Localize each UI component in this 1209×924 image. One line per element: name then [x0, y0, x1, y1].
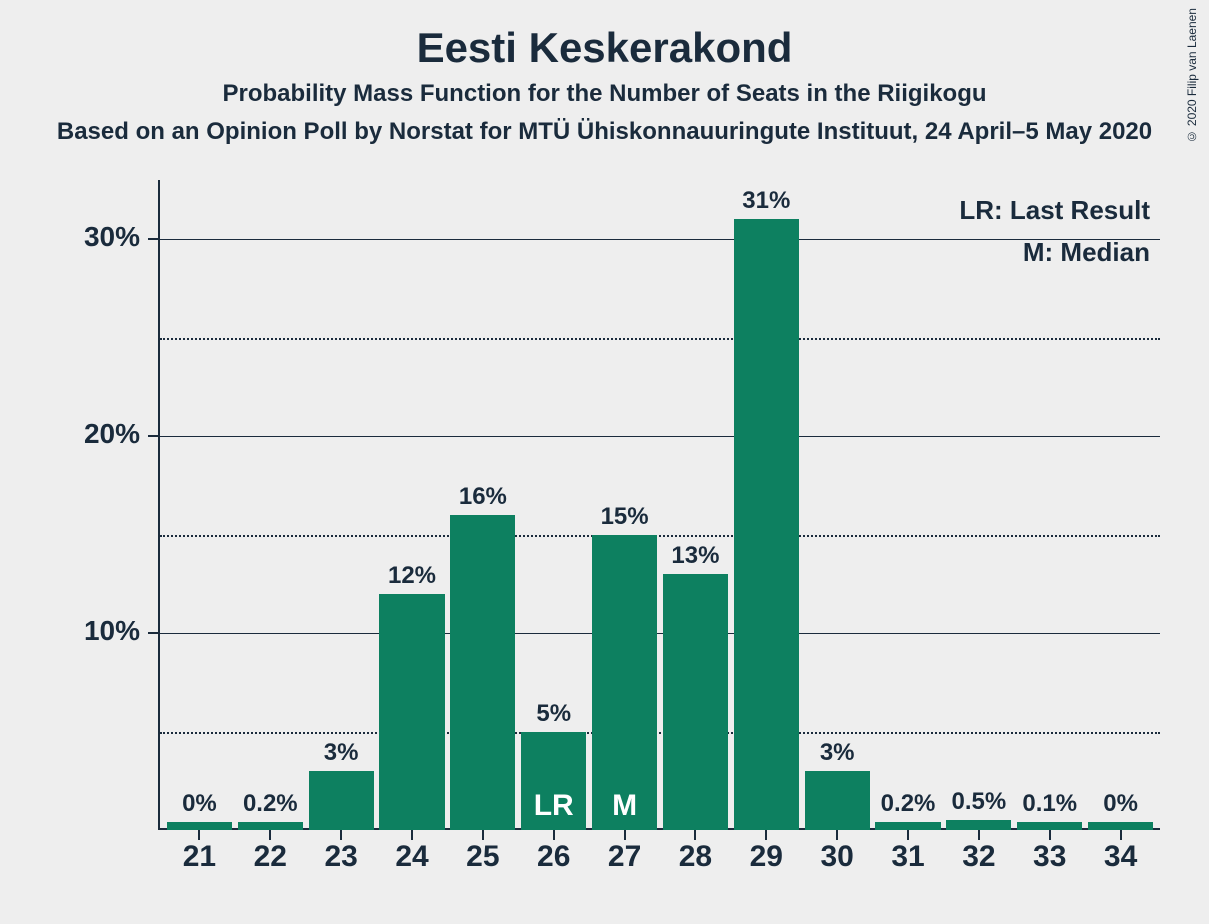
y-tick	[148, 435, 160, 437]
x-tick	[1049, 830, 1051, 840]
x-axis-label: 29	[731, 840, 802, 874]
bar-column: 5% LR	[518, 180, 589, 830]
bar-column: 16%	[447, 180, 518, 830]
x-axis-labels: 2122232425262728293031323334	[160, 840, 1160, 874]
bar	[805, 771, 870, 830]
y-axis-label: 20%	[40, 418, 140, 450]
x-axis-label: 24	[377, 840, 448, 874]
y-axis-label: 30%	[40, 221, 140, 253]
bar-value-label: 0.2%	[243, 790, 298, 818]
bar	[379, 594, 444, 830]
x-tick	[411, 830, 413, 840]
bar	[309, 771, 374, 830]
chart-title: Eesti Keskerakond	[0, 0, 1209, 72]
bar-value-label: 16%	[459, 483, 507, 511]
bar	[1017, 822, 1082, 830]
x-tick	[765, 830, 767, 840]
x-tick	[836, 830, 838, 840]
x-axis-label: 22	[235, 840, 306, 874]
x-tick	[482, 830, 484, 840]
x-tick	[553, 830, 555, 840]
bar-value-label: 31%	[742, 187, 790, 215]
bar	[1088, 822, 1153, 830]
bar-column: 13%	[660, 180, 731, 830]
bar-value-label: 3%	[820, 739, 855, 767]
bar-column: 31%	[731, 180, 802, 830]
y-axis-label: 10%	[40, 615, 140, 647]
bar-value-label: 5%	[536, 700, 571, 728]
x-tick	[624, 830, 626, 840]
x-axis-label: 33	[1014, 840, 1085, 874]
bar	[946, 820, 1011, 830]
x-tick	[269, 830, 271, 840]
x-tick	[198, 830, 200, 840]
bar-value-label: 0.5%	[952, 788, 1007, 816]
bar-value-label: 12%	[388, 562, 436, 590]
x-tick	[340, 830, 342, 840]
x-tick	[694, 830, 696, 840]
bar-column: 0.1%	[1014, 180, 1085, 830]
bar-column: 0.5%	[943, 180, 1014, 830]
x-axis-label: 27	[589, 840, 660, 874]
chart-subtitle: Probability Mass Function for the Number…	[0, 80, 1209, 108]
copyright-text: © 2020 Filip van Laenen	[1185, 8, 1199, 143]
bar	[450, 515, 515, 830]
y-tick	[148, 238, 160, 240]
chart-source: Based on an Opinion Poll by Norstat for …	[0, 118, 1209, 146]
bar-value-label: 13%	[671, 542, 719, 570]
x-tick	[907, 830, 909, 840]
bar-value-label: 0%	[1103, 790, 1138, 818]
bar-column: 0%	[1085, 180, 1156, 830]
marker-last-result: LR	[534, 789, 574, 822]
x-axis-label: 26	[518, 840, 589, 874]
bar-value-label: 0.2%	[881, 790, 936, 818]
bar: M	[592, 535, 657, 830]
bar	[663, 574, 728, 830]
x-axis-label: 32	[943, 840, 1014, 874]
x-axis-label: 34	[1085, 840, 1156, 874]
bar-column: 12%	[377, 180, 448, 830]
x-tick	[978, 830, 980, 840]
bar-column: 15% M	[589, 180, 660, 830]
bar	[238, 822, 303, 830]
x-axis-label: 23	[306, 840, 377, 874]
bar-value-label: 3%	[324, 739, 359, 767]
bar: LR	[521, 732, 586, 830]
bar-column: 0.2%	[873, 180, 944, 830]
x-axis-label: 21	[164, 840, 235, 874]
bar	[167, 822, 232, 830]
bar-column: 3%	[306, 180, 377, 830]
x-axis-label: 31	[873, 840, 944, 874]
bar-column: 3%	[802, 180, 873, 830]
x-axis-label: 28	[660, 840, 731, 874]
bar-value-label: 0.1%	[1022, 790, 1077, 818]
bar-column: 0.2%	[235, 180, 306, 830]
bar	[875, 822, 940, 830]
bars-group: 0% 0.2% 3% 12% 16% 5% LR 15% M 13% 31% 3% 0.2% 0.5% 0.…	[160, 180, 1160, 830]
bar-value-label: 15%	[601, 503, 649, 531]
x-axis-label: 25	[447, 840, 518, 874]
y-tick	[148, 632, 160, 634]
marker-median: M	[612, 789, 637, 822]
chart-container: LR: Last Result M: Median 10%20%30% 0%0.…	[40, 180, 1170, 900]
bar-column: 0%	[164, 180, 235, 830]
bar	[734, 219, 799, 830]
x-tick	[1120, 830, 1122, 840]
bar-value-label: 0%	[182, 790, 217, 818]
x-axis-label: 30	[802, 840, 873, 874]
